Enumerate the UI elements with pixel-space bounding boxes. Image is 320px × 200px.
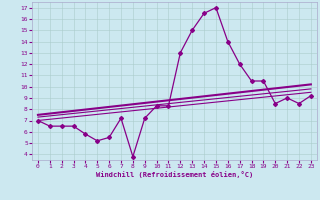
- X-axis label: Windchill (Refroidissement éolien,°C): Windchill (Refroidissement éolien,°C): [96, 171, 253, 178]
